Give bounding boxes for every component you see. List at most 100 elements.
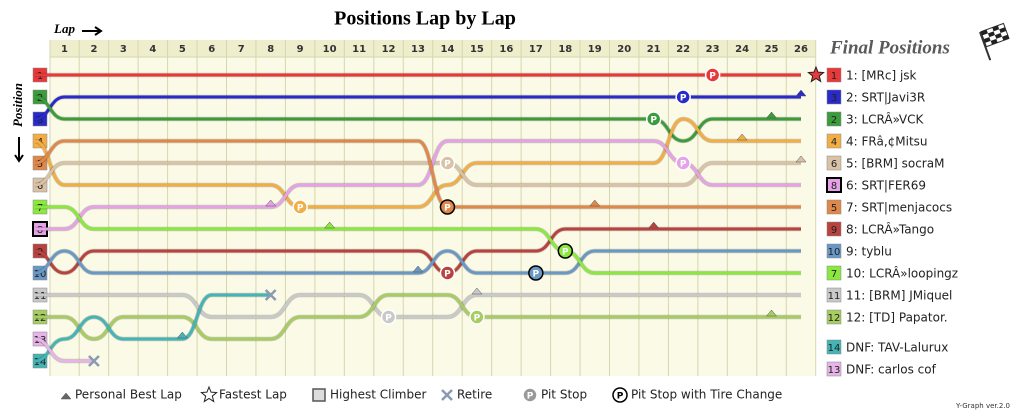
x-tick-label: 5 xyxy=(179,44,186,55)
final-grid-number: 1 xyxy=(831,71,837,82)
legend-icon-circle xyxy=(612,387,628,403)
final-row: 6 5: [BRM] socraM xyxy=(826,155,944,171)
legend-label: Personal Best Lap xyxy=(75,388,182,402)
x-tick-label: 12 xyxy=(382,44,396,55)
series-line xyxy=(34,337,94,363)
x-tick-label: 15 xyxy=(470,44,484,55)
final-grid-box xyxy=(826,89,842,105)
legend-entry: 9: tyblu xyxy=(846,245,892,259)
final-grid-number: 4 xyxy=(831,137,837,148)
pit-stop-circle xyxy=(439,155,456,171)
y-tick-label: 5 xyxy=(37,159,43,170)
legend-icon xyxy=(441,389,453,401)
final-row: 10 9: tyblu xyxy=(826,243,892,259)
legend-icon: P xyxy=(612,387,628,403)
pit-stop: P xyxy=(380,309,397,325)
tire-pit-stop-circle xyxy=(439,199,456,215)
final-grid-number: 8 xyxy=(831,181,837,192)
chart-title: Positions Lap by Lap xyxy=(334,8,516,30)
final-grid-box xyxy=(826,287,842,303)
y-tick-label: 3 xyxy=(37,115,43,126)
final-grid-number: 9 xyxy=(831,225,837,236)
legend-entry: 1: [MRc] jsk xyxy=(846,69,917,83)
x-tick-label: 23 xyxy=(706,44,720,55)
pit-stop-circle xyxy=(704,67,721,83)
personal-best-marker xyxy=(589,199,601,207)
legend-entry: 10: LCRÂ»loopingz xyxy=(846,266,958,281)
personal-best-marker xyxy=(265,199,277,207)
legend-entry: 4: FRâ,¢Mitsu xyxy=(846,135,928,149)
tire-pit-stop-circle xyxy=(528,265,544,281)
pit-stop-symbol: P xyxy=(474,314,481,324)
x-tick-label: 4 xyxy=(149,44,156,55)
pit-stop-symbol: P xyxy=(709,72,716,82)
final-grid-number: 11 xyxy=(828,291,841,302)
x-tick-label: 16 xyxy=(499,44,513,55)
final-row: 2 3: LCRÂ»VCK xyxy=(826,112,925,127)
legend-label: Pit Stop xyxy=(541,388,587,402)
final-grid-number: 7 xyxy=(831,269,837,280)
series-line xyxy=(34,293,271,363)
final-row: 5 7: SRT|menjacocs xyxy=(826,199,952,215)
final-grid-box xyxy=(826,155,842,171)
legend-icon xyxy=(200,385,218,403)
series-line xyxy=(35,205,801,275)
x-tick-label: 8 xyxy=(267,44,274,55)
legend-icon-symbol: P xyxy=(617,392,624,402)
x-tick-label: 18 xyxy=(558,44,572,55)
final-grid-box xyxy=(826,265,842,281)
x-tick-label: 24 xyxy=(735,44,749,55)
tire-pit-stop-symbol: P xyxy=(533,270,540,280)
tire-pit-stop-symbol: P xyxy=(444,204,451,214)
final-grid-number: 10 xyxy=(828,247,841,258)
pit-stop: P xyxy=(292,199,308,215)
personal-best-marker xyxy=(766,309,778,317)
pit-stop-symbol: P xyxy=(385,314,392,324)
x-tick-label: 6 xyxy=(208,44,215,55)
legend-entry: 12: [TD] Papator. xyxy=(846,311,948,325)
final-grid-box xyxy=(826,339,842,355)
pit-stop-symbol: P xyxy=(444,160,451,170)
pit-stop: P xyxy=(469,309,485,325)
final-row: 1 1: [MRc] jsk xyxy=(826,67,917,83)
personal-best-marker xyxy=(176,331,188,339)
x-tick-label: 1 xyxy=(61,44,68,55)
legend-entry: 7: SRT|menjacocs xyxy=(846,201,952,215)
final-row: 9 8: LCRÂ»Tango xyxy=(826,222,934,237)
x-tick-label: 13 xyxy=(411,44,425,55)
pit-stop-symbol: P xyxy=(680,94,687,104)
x-tick-label: 2 xyxy=(90,44,97,55)
legend-entry: 3: LCRÂ»VCK xyxy=(846,112,925,127)
final-row: 12 12: [TD] Papator. xyxy=(826,309,948,325)
pit-stop-circle xyxy=(675,89,691,105)
final-grid-box xyxy=(826,243,842,259)
final-grid-number: 14 xyxy=(828,343,841,354)
y-axis-arrow xyxy=(14,137,24,163)
legend-entry: DNF: TAV-Lalurux xyxy=(846,341,948,355)
final-grid-box xyxy=(826,67,842,83)
tire-pit-stop-symbol: P xyxy=(562,248,569,258)
retire-marker xyxy=(88,355,100,367)
personal-best-marker xyxy=(766,111,778,119)
tire-pit-stop: P xyxy=(557,243,574,259)
legend-entry: 11: [BRM] JMiquel xyxy=(846,289,952,303)
pit-stop: P xyxy=(439,155,456,171)
pit-stop: P xyxy=(675,89,691,105)
final-row: 8 6: SRT|FER69 xyxy=(826,177,926,193)
legend-entry: 6: SRT|FER69 xyxy=(846,179,926,193)
legend-icon-symbol: P xyxy=(527,392,534,402)
final-row: 7 10: LCRÂ»loopingz xyxy=(826,265,958,281)
x-tick-label: 3 xyxy=(120,44,127,55)
pit-stop-circle xyxy=(292,199,308,215)
x-tick-label: 22 xyxy=(676,44,690,55)
pit-stop-symbol: P xyxy=(444,270,451,280)
tire-pit-stop-circle xyxy=(557,243,574,259)
final-row: 13 DNF: carlos cof xyxy=(826,361,937,377)
final-grid-number: 6 xyxy=(831,159,837,170)
personal-best-marker xyxy=(795,155,807,163)
y-axis-label: Position xyxy=(10,83,25,127)
x-tick-label: 17 xyxy=(529,44,543,55)
legend-label: Pit Stop with Tire Change xyxy=(631,388,782,402)
series-line xyxy=(34,95,801,143)
